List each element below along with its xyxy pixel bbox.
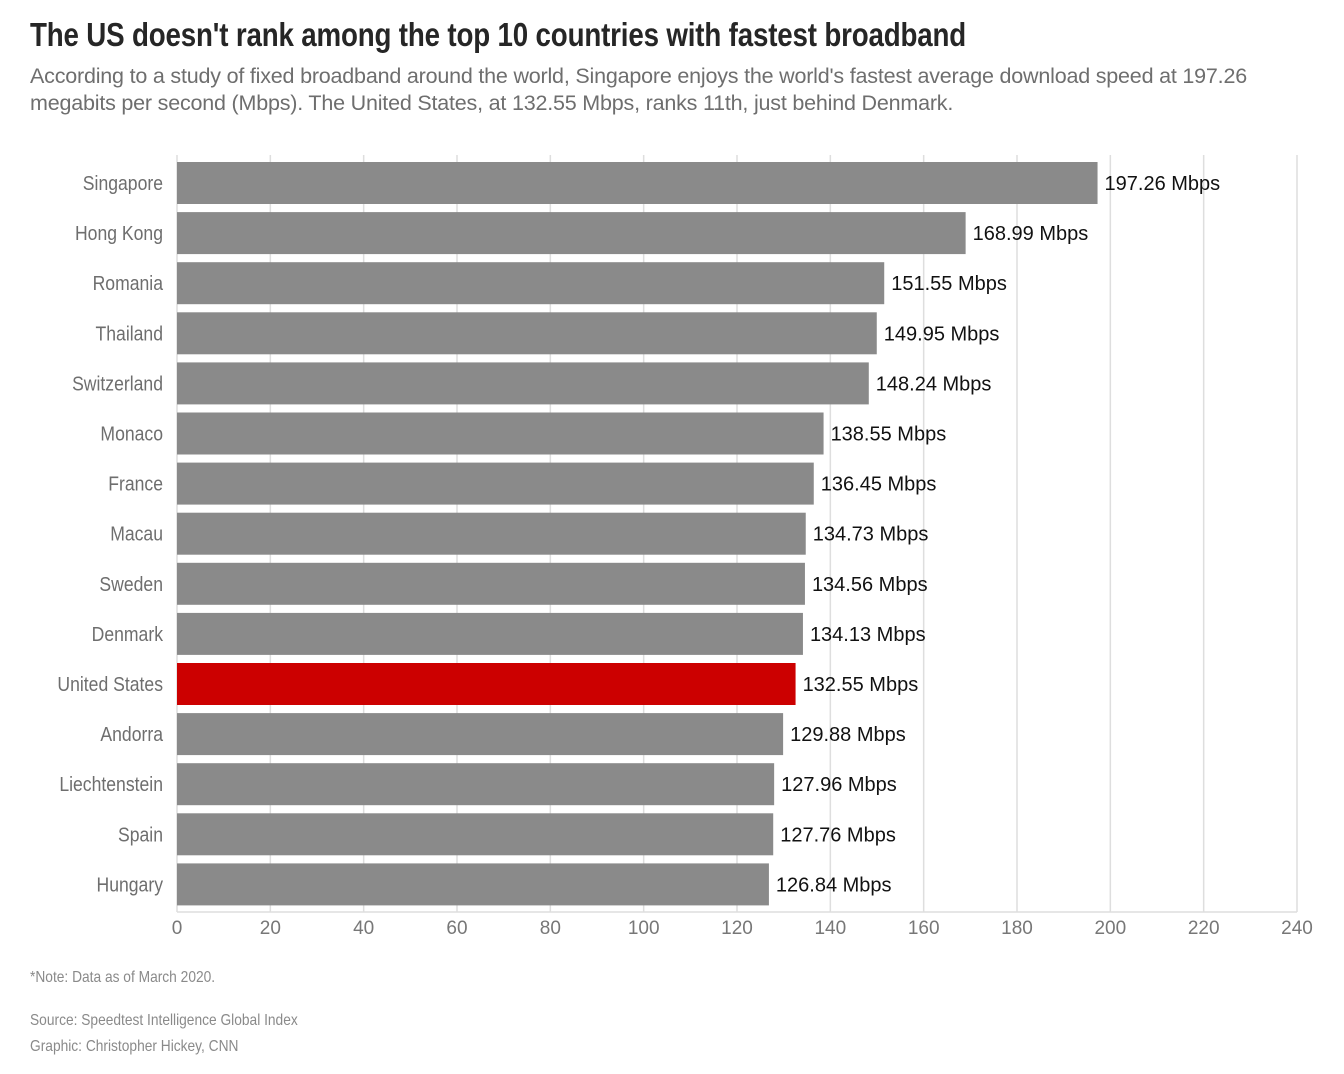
data-label: 134.13 Mbps xyxy=(810,624,926,646)
category-label: Singapore xyxy=(83,172,163,194)
x-tick-label: 80 xyxy=(540,918,561,939)
data-label: 134.73 Mbps xyxy=(813,524,929,546)
category-label: Andorra xyxy=(100,723,163,745)
data-label: 197.26 Mbps xyxy=(1105,173,1221,195)
x-tick-label: 100 xyxy=(628,918,660,939)
data-label: 134.56 Mbps xyxy=(812,574,928,596)
x-tick-label: 200 xyxy=(1094,918,1126,939)
credit-text: Graphic: Christopher Hickey, CNN xyxy=(30,1038,239,1055)
bar-liechtenstein xyxy=(177,763,775,806)
data-label: 151.55 Mbps xyxy=(891,273,1007,295)
data-label: 138.55 Mbps xyxy=(831,424,947,446)
category-label: Romania xyxy=(93,272,164,294)
footnote: *Note: Data as of March 2020. xyxy=(30,969,216,986)
bar-hungary xyxy=(177,863,769,906)
data-label: 127.96 Mbps xyxy=(781,774,897,796)
category-label: United States xyxy=(57,673,163,695)
bar-denmark xyxy=(177,612,803,655)
x-tick-label: 60 xyxy=(446,918,467,939)
category-label: Sweden xyxy=(99,573,163,595)
category-label: France xyxy=(108,473,163,495)
data-label: 132.55 Mbps xyxy=(803,674,919,696)
x-tick-label: 0 xyxy=(172,918,183,939)
bar-monaco xyxy=(177,412,824,455)
bar-sweden xyxy=(177,562,805,605)
x-tick-label: 240 xyxy=(1281,918,1313,939)
category-label: Monaco xyxy=(100,422,163,444)
data-label: 129.88 Mbps xyxy=(790,724,906,746)
category-label: Denmark xyxy=(92,623,164,645)
data-label: 148.24 Mbps xyxy=(876,373,992,395)
bar-chart: 0 20 40 60 80 100 120 140 160 180 200 220 240 Singapo… xyxy=(57,155,1313,939)
category-label: Liechtenstein xyxy=(59,773,163,795)
bar-switzerland xyxy=(177,362,869,405)
data-label: 126.84 Mbps xyxy=(776,874,892,896)
data-label: 136.45 Mbps xyxy=(821,474,937,496)
category-label: Hong Kong xyxy=(75,222,163,244)
x-tick-label: 180 xyxy=(1001,918,1033,939)
data-label: 168.99 Mbps xyxy=(973,223,1089,245)
category-label: Spain xyxy=(118,823,163,845)
x-tick-label: 160 xyxy=(908,918,940,939)
bar-romania xyxy=(177,262,885,305)
x-tick-label: 120 xyxy=(721,918,753,939)
x-tick-label: 140 xyxy=(814,918,846,939)
bar-spain xyxy=(177,813,774,856)
bar-andorra xyxy=(177,713,784,756)
x-tick-label: 20 xyxy=(260,918,281,939)
bar-thailand xyxy=(177,312,877,355)
category-label: Thailand xyxy=(96,322,163,344)
category-label: Switzerland xyxy=(72,372,163,394)
bar-united-states xyxy=(177,663,796,705)
data-label: 149.95 Mbps xyxy=(884,323,1000,345)
bar-france xyxy=(177,462,814,505)
chart-title: The US doesn't rank among the top 10 cou… xyxy=(30,16,967,53)
x-tick-label: 220 xyxy=(1188,918,1220,939)
chart-subtitle: According to a study of fixed broadband … xyxy=(30,64,1247,115)
category-label: Macau xyxy=(110,523,163,545)
x-tick-label: 40 xyxy=(353,918,374,939)
source-text: Source: Speedtest Intelligence Global In… xyxy=(30,1012,298,1029)
bar-macau xyxy=(177,512,806,555)
data-label: 127.76 Mbps xyxy=(780,824,896,846)
category-label: Hungary xyxy=(97,873,164,895)
bar-hong-kong xyxy=(177,212,966,255)
bar-singapore xyxy=(177,162,1098,204)
